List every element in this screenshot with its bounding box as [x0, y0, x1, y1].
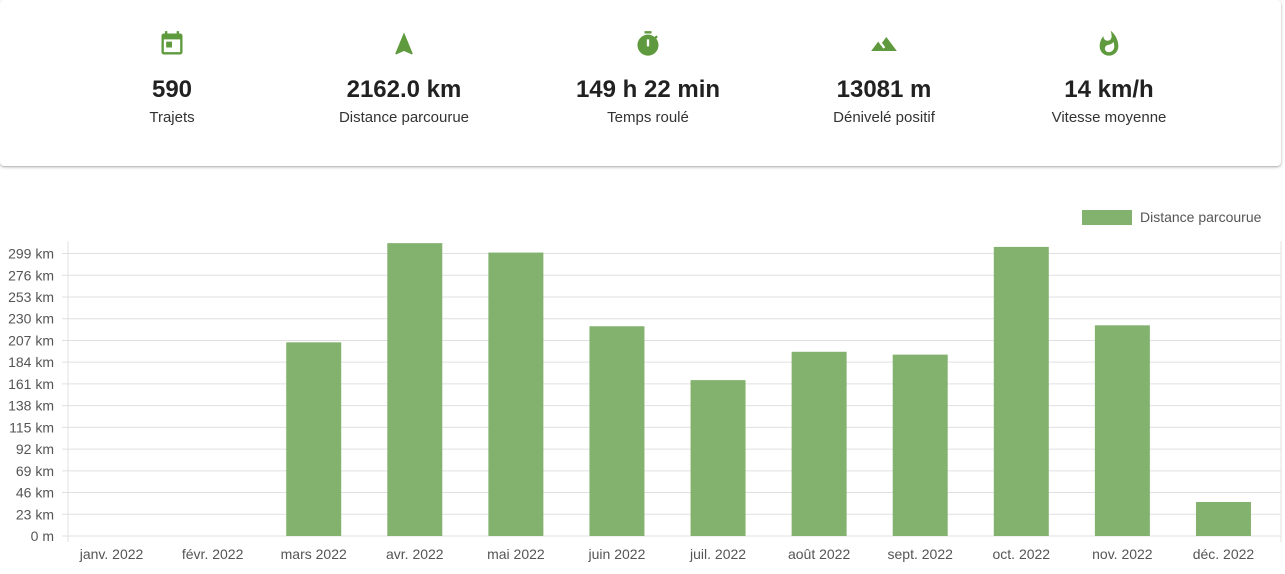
- x-tick-label: juin 2022: [588, 546, 646, 562]
- chart-legend[interactable]: Distance parcourue: [1082, 209, 1262, 225]
- y-tick-label: 138 km: [8, 398, 54, 414]
- stat-speed: 14 km/h Vitesse moyenne: [989, 30, 1229, 128]
- stat-value: 13081 m: [836, 76, 932, 103]
- stat-distance: 2162.0 km Distance parcourue: [284, 30, 524, 128]
- y-tick-label: 115 km: [9, 419, 54, 435]
- bar: [1094, 325, 1150, 536]
- y-axis-ticks: 0 m 23 km 46 km 69 km 92 km 115 km 138 km 161 k…: [8, 246, 54, 544]
- stat-label: Distance parcourue: [338, 109, 470, 126]
- x-tick-label: nov. 2022: [1092, 546, 1153, 562]
- x-tick-label: janv. 2022: [79, 546, 144, 562]
- stat-value: 590: [151, 76, 193, 103]
- stat-trips: 590 Trajets: [52, 30, 292, 128]
- distance-chart: 0 m 23 km 46 km 69 km 92 km 115 km 138 km 161 k…: [8, 209, 1282, 562]
- stat-label: Dénivelé positif: [833, 109, 935, 126]
- y-tick-label: 69 km: [16, 463, 54, 479]
- mountain-icon: [871, 37, 897, 51]
- y-tick-label: 23 km: [16, 506, 54, 522]
- stat-value: 14 km/h: [1064, 76, 1154, 103]
- bar: [791, 351, 847, 536]
- navigation-arrow-icon: [395, 32, 413, 55]
- bar: [589, 326, 645, 536]
- y-tick-label: 46 km: [16, 485, 54, 501]
- legend-swatch: [1082, 210, 1132, 225]
- bars: [286, 243, 1251, 536]
- flame-icon: [1099, 30, 1119, 56]
- bar: [387, 243, 443, 536]
- x-tick-label: avr. 2022: [386, 546, 444, 562]
- x-tick-label: sept. 2022: [888, 546, 954, 562]
- y-tick-label: 276 km: [8, 267, 54, 283]
- y-tick-label: 230 km: [8, 311, 54, 327]
- bar: [1195, 501, 1251, 536]
- y-tick-label: 92 km: [16, 441, 54, 457]
- stat-elevation: 13081 m Dénivelé positif: [764, 30, 1004, 128]
- stat-label: Temps roulé: [607, 109, 689, 126]
- legend-label: Distance parcourue: [1140, 209, 1262, 225]
- stopwatch-icon: [637, 31, 659, 56]
- y-tick-label: 0 m: [31, 528, 54, 544]
- x-tick-label: févr. 2022: [182, 546, 244, 562]
- x-tick-label: juil. 2022: [689, 546, 746, 562]
- y-tick-label: 184 km: [8, 354, 54, 370]
- x-tick-label: août 2022: [788, 546, 850, 562]
- x-axis-ticks: janv. 2022 févr. 2022 mars 2022 avr. 2022 ma…: [79, 546, 1255, 562]
- bar: [690, 380, 746, 536]
- stat-time: 149 h 22 min Temps roulé: [528, 30, 768, 128]
- grid-lines: [62, 241, 1282, 542]
- y-tick-label: 253 km: [8, 289, 54, 305]
- y-tick-label: 161 km: [8, 376, 54, 392]
- stat-label: Trajets: [149, 109, 195, 126]
- stat-value: 149 h 22 min: [575, 76, 721, 103]
- calendar-icon: [161, 31, 183, 55]
- x-tick-label: mai 2022: [487, 546, 545, 562]
- stat-label: Vitesse moyenne: [1051, 109, 1167, 126]
- y-tick-label: 207 km: [8, 332, 54, 348]
- bar: [286, 342, 342, 536]
- x-tick-label: déc. 2022: [1193, 546, 1255, 562]
- x-tick-label: mars 2022: [281, 546, 347, 562]
- x-tick-label: oct. 2022: [992, 546, 1050, 562]
- stats-card: 590 Trajets 2162.0 km Distance parcourue…: [0, 0, 1281, 166]
- stat-value: 2162.0 km: [346, 76, 462, 103]
- bar: [993, 246, 1049, 536]
- bar: [488, 252, 544, 536]
- y-tick-label: 299 km: [8, 246, 54, 262]
- bar: [892, 354, 948, 536]
